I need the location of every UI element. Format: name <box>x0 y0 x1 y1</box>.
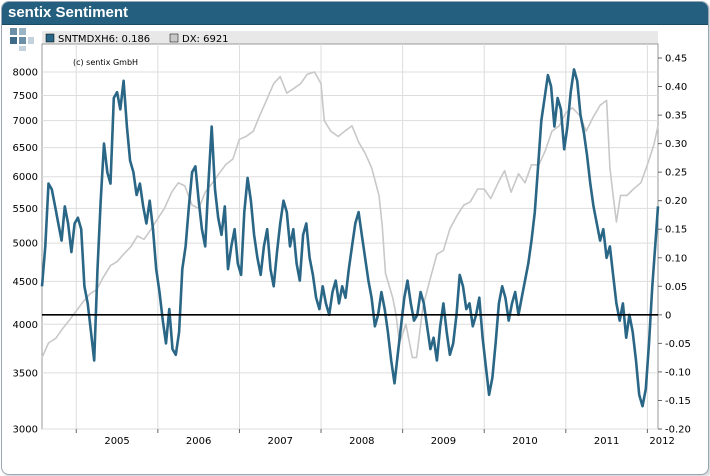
left-axis-tick-label: 6500 <box>13 143 38 154</box>
copyright-text: (c) sentix GmbH <box>73 58 138 67</box>
left-axis-tick-label: 7000 <box>13 116 38 127</box>
right-axis-tick-label: 0.30 <box>665 139 687 150</box>
legend-label-primary: SNTMDXH6: 0.186 <box>58 34 150 45</box>
x-tick-label: 2007 <box>268 436 293 447</box>
left-axis-tick-label: 3000 <box>13 425 38 436</box>
series-line-sntmdxh6 <box>40 68 660 408</box>
right-axis-tick-label: -0.20 <box>665 425 691 436</box>
right-axis-tick-label: 0.15 <box>665 225 687 236</box>
right-axis-tick-label: 0.10 <box>665 253 687 264</box>
left-axis-tick-label: 5500 <box>13 204 38 215</box>
left-axis-tick-label: 8000 <box>13 68 38 79</box>
left-axis-tick-label: 4000 <box>13 320 38 331</box>
title-bar: sentix Sentiment <box>2 2 708 25</box>
right-axis-tick-label: 0.35 <box>665 111 687 122</box>
x-tick-label: 2006 <box>186 436 211 447</box>
x-tick-label: 2012 <box>649 436 674 447</box>
axes: 2005 2006 2007 2008 2009 2010 2011 2012 3000 3500… <box>13 54 691 448</box>
left-axis-tick-label: 4500 <box>13 277 38 288</box>
legend-bar <box>42 31 658 44</box>
x-tick-label: 2008 <box>349 436 374 447</box>
right-axis-tick-label: 0 <box>665 310 671 321</box>
series-layer <box>40 68 660 408</box>
x-tick-label: 2005 <box>104 436 129 447</box>
right-axis-tick-label: -0.10 <box>665 367 691 378</box>
legend-swatch-primary <box>45 33 55 43</box>
right-axis-tick-label: 0.05 <box>665 282 687 293</box>
left-axis-tick-label: 6000 <box>13 172 38 183</box>
x-tick-label: 2009 <box>431 436 456 447</box>
grid <box>41 43 659 430</box>
left-axis-tick-label: 5000 <box>13 239 38 250</box>
right-axis-tick-label: 0.45 <box>665 54 687 65</box>
right-axis-tick-label: -0.15 <box>665 396 691 407</box>
x-tick-label: 2010 <box>512 436 537 447</box>
left-axis-tick-label: 3500 <box>13 368 38 379</box>
legend-label-secondary: DX: 6921 <box>182 34 229 45</box>
right-axis-tick-label: 0.25 <box>665 168 687 179</box>
right-axis-tick-label: -0.05 <box>665 339 691 350</box>
right-axis-tick-label: 0.20 <box>665 196 687 207</box>
right-axis-tick-label: 0.40 <box>665 82 687 93</box>
legend-swatch-secondary <box>169 33 179 43</box>
menu-grid-icon[interactable] <box>10 28 34 51</box>
window-title: sentix Sentiment <box>8 4 129 21</box>
x-tick-label: 2011 <box>594 436 619 447</box>
legend: SNTMDXH6: 0.186 DX: 6921 <box>45 33 229 45</box>
left-axis-tick-label: 7500 <box>13 91 38 102</box>
series-line-dx <box>41 71 659 359</box>
